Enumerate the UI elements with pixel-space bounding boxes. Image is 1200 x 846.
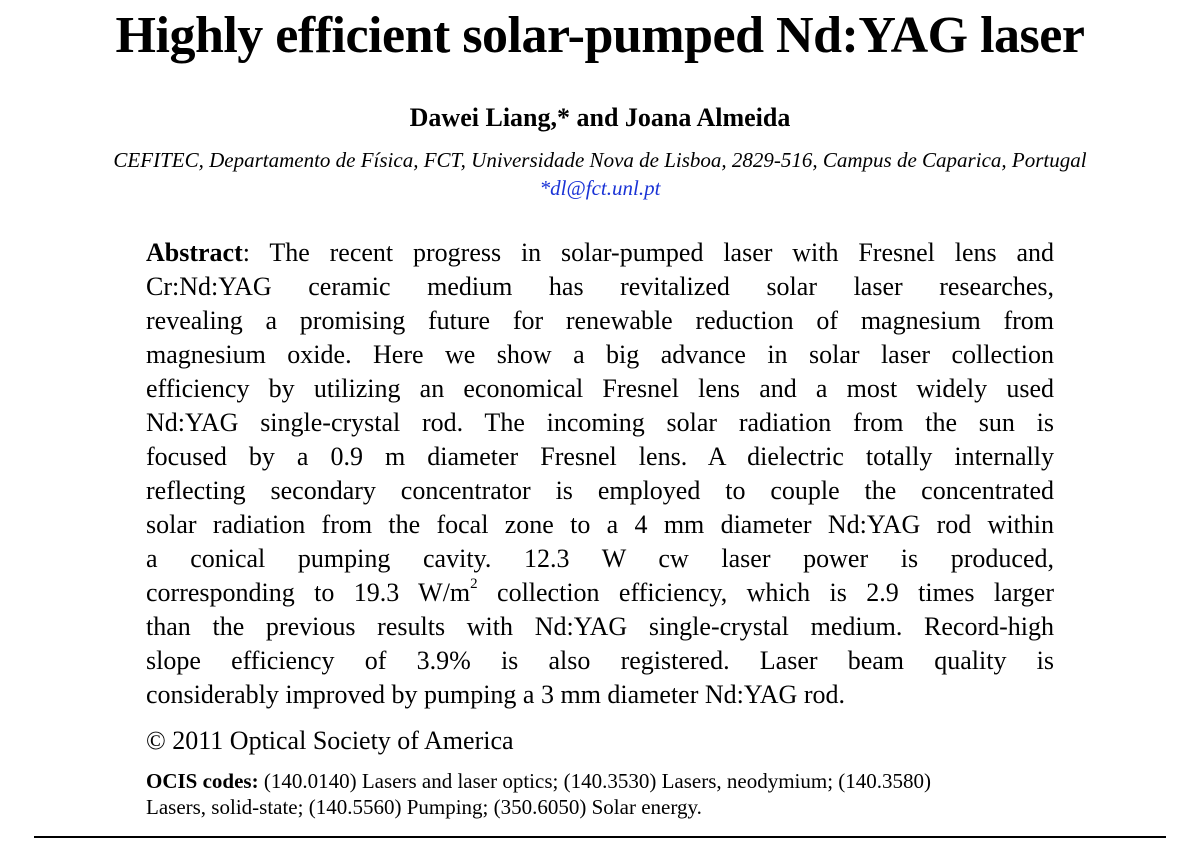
abstract-line: efficiency by utilizing an economical Fr… (146, 374, 1054, 403)
abstract-line: considerably improved by pumping a 3 mm … (146, 680, 845, 709)
abstract-line-text: collection efficiency, which is 2.9 time… (477, 578, 1054, 607)
ocis-line: Lasers, solid-state; (140.5560) Pumping;… (146, 795, 702, 819)
ocis-line: OCIS codes: (140.0140) Lasers and laser … (146, 768, 1066, 794)
ocis-line-text: (140.0140) Lasers and laser optics; (140… (258, 769, 932, 793)
ocis-codes: OCIS codes: (140.0140) Lasers and laser … (146, 768, 1066, 820)
abstract-line: slope efficiency of 3.9% is also registe… (146, 646, 1054, 675)
abstract-block: Abstract: The recent progress in solar-p… (146, 236, 1054, 712)
abstract-line-text: : The recent progress in solar-pumped la… (242, 238, 1054, 267)
section-divider (34, 836, 1166, 838)
ocis-label: OCIS codes: (146, 769, 259, 793)
abstract-line: magnesium oxide. Here we show a big adva… (146, 340, 1054, 369)
copyright-notice: © 2011 Optical Society of America (146, 726, 514, 755)
unit-superscript: 2 (470, 576, 478, 593)
author-affiliation: CEFITEC, Departamento de Física, FCT, Un… (113, 148, 1087, 172)
abstract-line: than the previous results with Nd:YAG si… (146, 612, 1054, 641)
abstract-line: solar radiation from the focal zone to a… (146, 510, 1054, 539)
author-list: Dawei Liang,* and Joana Almeida (409, 103, 791, 132)
abstract-line: Abstract: The recent progress in solar-p… (146, 236, 1054, 270)
abstract-line: corresponding to 19.3 W/m2 collection ef… (146, 576, 1054, 610)
abstract-line-text: corresponding to 19.3 W/m (146, 578, 471, 607)
abstract-line: focused by a 0.9 m diameter Fresnel lens… (146, 442, 1054, 471)
abstract-line: a conical pumping cavity. 12.3 W cw lase… (146, 544, 1054, 573)
abstract-line: Cr:Nd:YAG ceramic medium has revitalized… (146, 272, 1054, 301)
abstract-line: reflecting secondary concentrator is emp… (146, 476, 1054, 505)
abstract-line: Nd:YAG single-crystal rod. The incoming … (146, 408, 1054, 437)
corresponding-email-link[interactable]: *dl@fct.unl.pt (539, 176, 661, 200)
abstract-label: Abstract (146, 238, 243, 267)
paper-title: Highly efficient solar-pumped Nd:YAG las… (115, 7, 1085, 64)
abstract-line: revealing a promising future for renewab… (146, 306, 1054, 335)
